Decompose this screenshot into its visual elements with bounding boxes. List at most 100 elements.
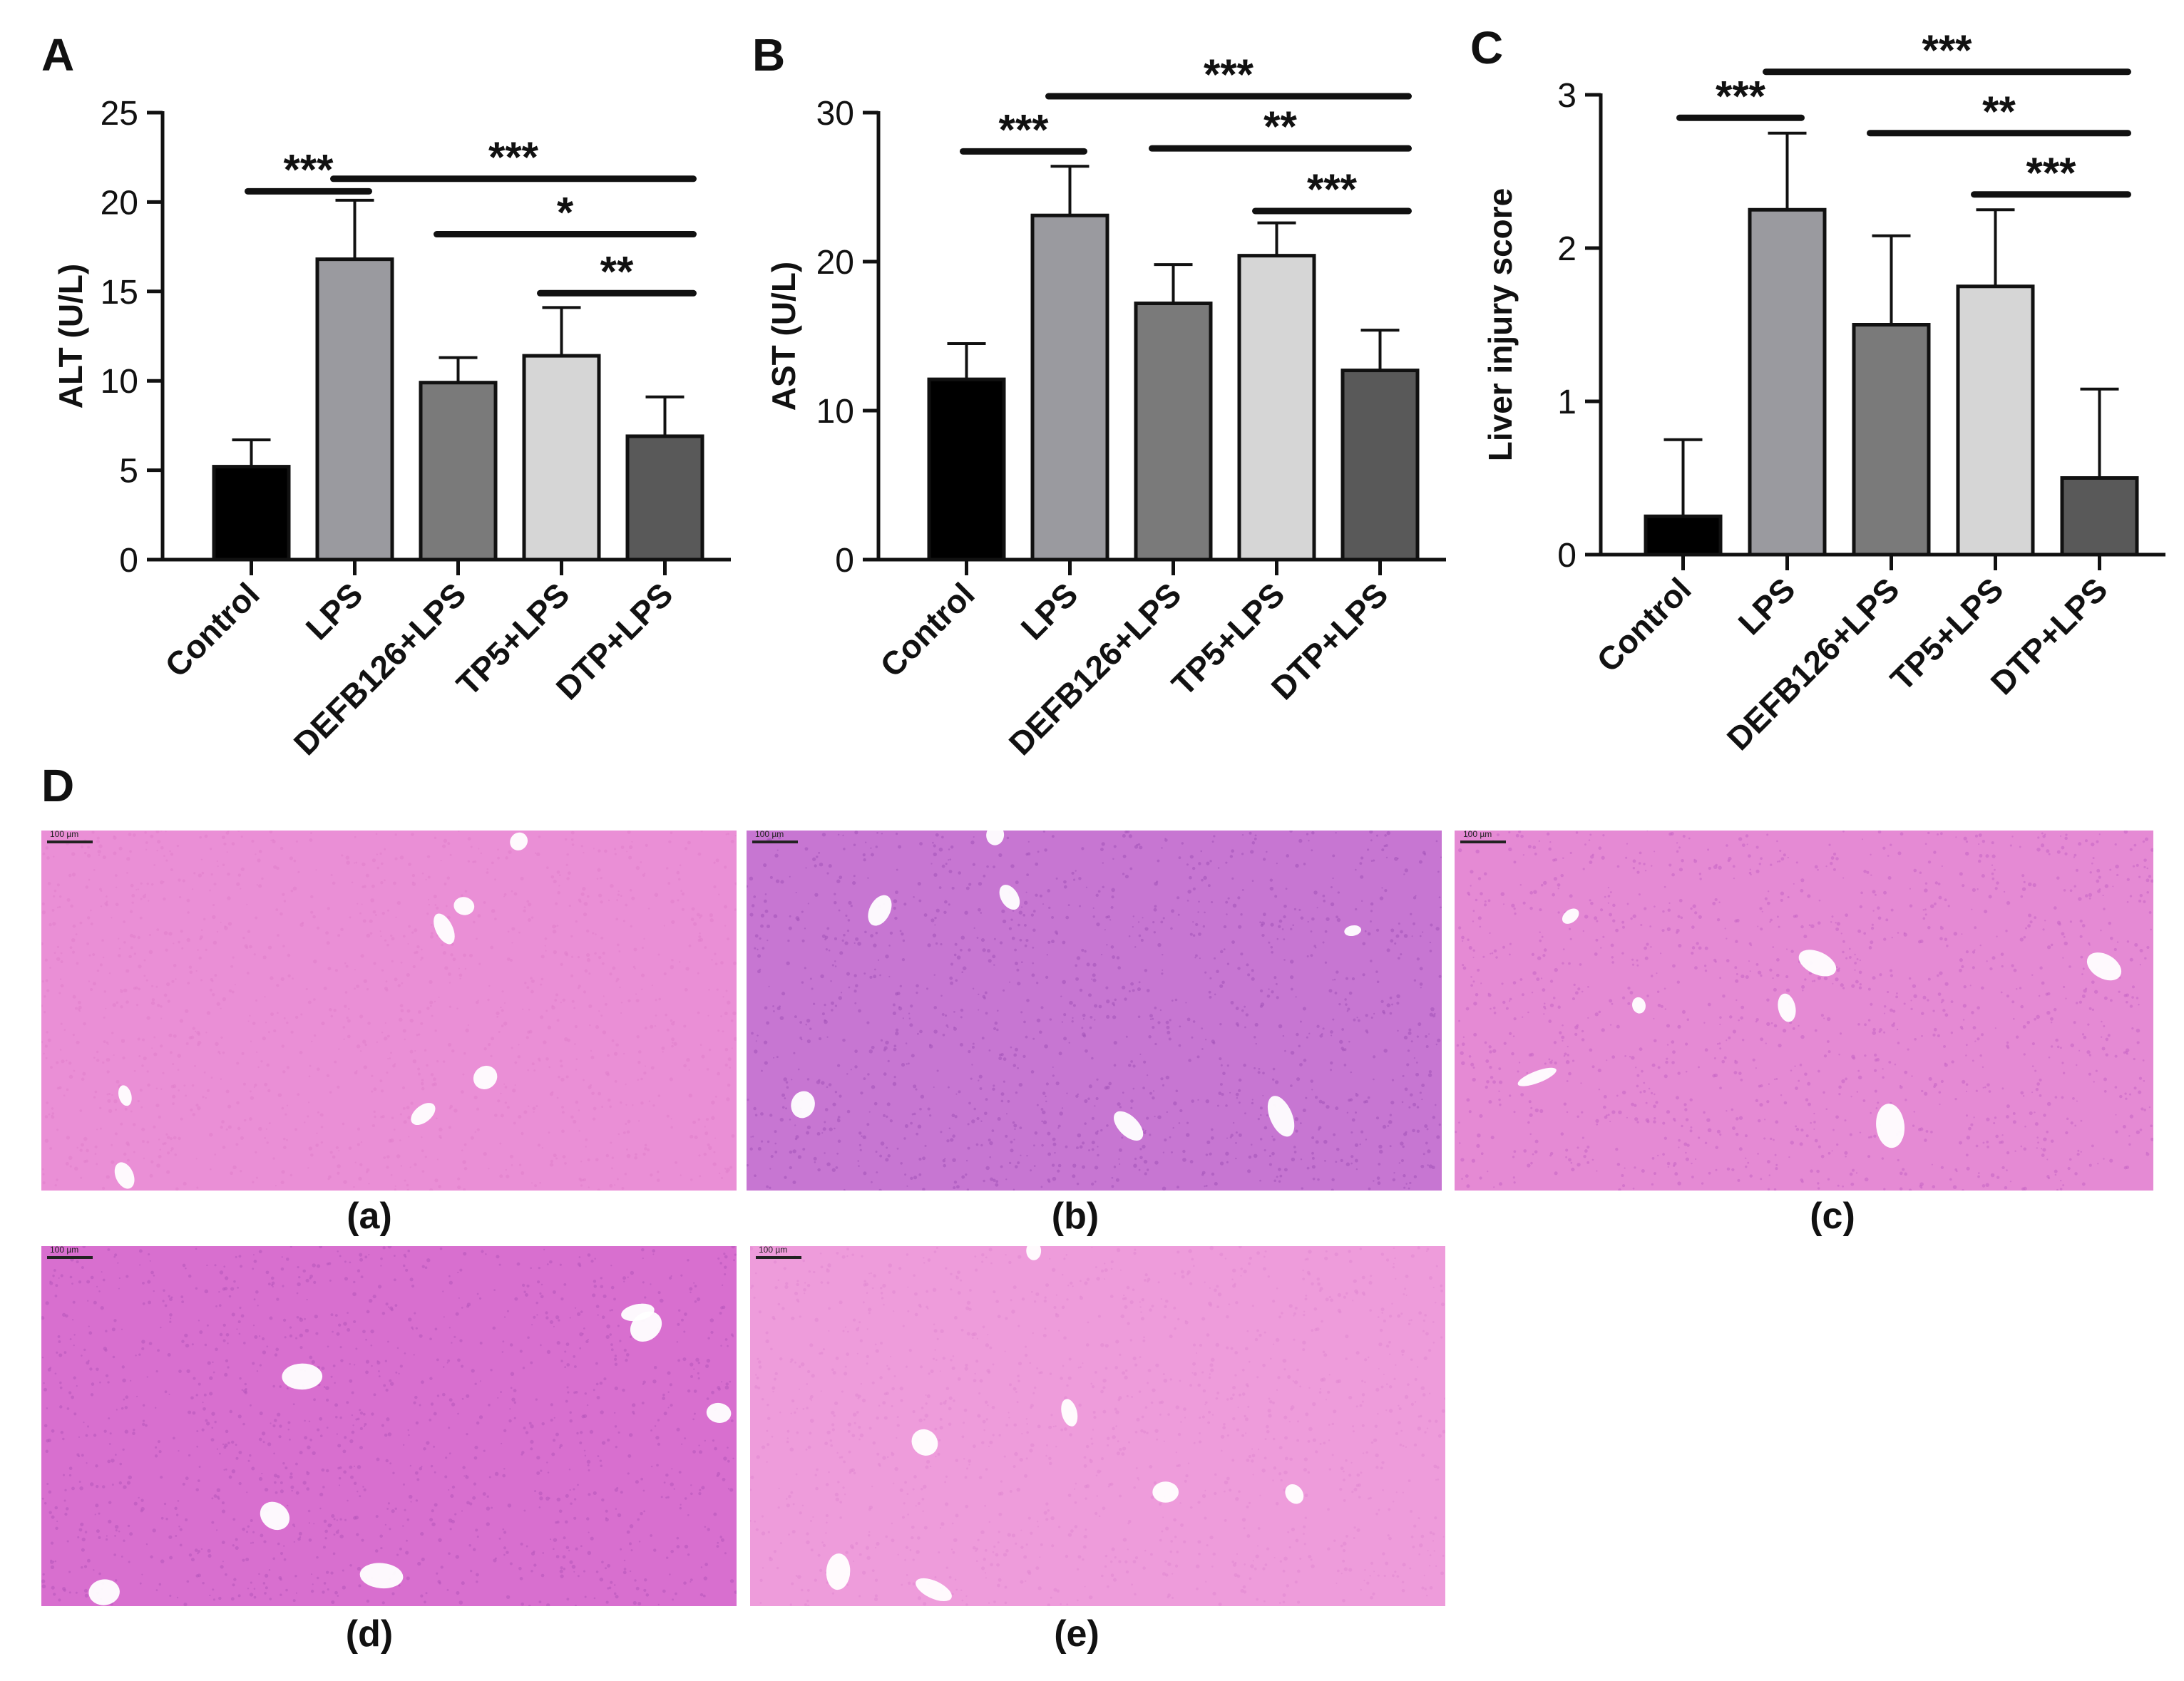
nucleus-dot <box>864 930 867 934</box>
nucleus-dot <box>420 959 422 961</box>
nucleus-dot <box>871 1181 873 1183</box>
nucleus-dot <box>1924 843 1927 845</box>
nucleus-dot <box>1283 904 1287 908</box>
nucleus-dot <box>1748 960 1750 962</box>
nucleus-dot <box>1656 972 1658 975</box>
nucleus-dot <box>1272 1067 1276 1071</box>
nucleus-dot <box>635 865 640 870</box>
nucleus-dot <box>420 1380 424 1384</box>
nucleus-dot <box>229 1409 233 1414</box>
nucleus-dot <box>570 831 575 835</box>
nucleus-dot <box>1745 975 1749 980</box>
nucleus-dot <box>1229 855 1234 858</box>
nucleus-dot <box>1626 1116 1628 1119</box>
nucleus-dot <box>696 913 700 917</box>
nucleus-dot <box>1934 881 1938 885</box>
nucleus-dot <box>683 1064 687 1068</box>
nucleus-dot <box>971 1046 975 1049</box>
nucleus-dot <box>1040 1108 1044 1111</box>
nucleus-dot <box>935 833 939 837</box>
nucleus-dot <box>829 1127 833 1131</box>
nucleus-dot <box>151 998 155 1002</box>
nucleus-dot <box>310 832 312 834</box>
nucleus-dot <box>566 1598 570 1601</box>
nucleus-dot <box>2133 843 2137 847</box>
nucleus-dot <box>528 1008 530 1011</box>
nucleus-dot <box>132 1431 135 1436</box>
nucleus-dot <box>946 1139 950 1143</box>
nucleus-dot <box>578 985 581 988</box>
nucleus-dot <box>1959 958 1963 962</box>
nucleus-dot <box>583 1079 585 1081</box>
nucleus-dot <box>1568 962 1571 965</box>
nucleus-dot <box>411 1326 414 1329</box>
nucleus-dot <box>241 1052 245 1055</box>
nucleus-dot <box>1767 890 1770 893</box>
nucleus-dot <box>395 916 397 918</box>
nucleus-dot <box>85 1434 88 1437</box>
nucleus-dot <box>2096 868 2101 873</box>
nucleus-dot <box>1855 1172 1858 1174</box>
nucleus-dot <box>213 1494 217 1498</box>
nucleus-dot <box>545 1496 550 1501</box>
nucleus-dot <box>290 889 294 893</box>
nucleus-dot <box>971 1064 973 1066</box>
nucleus-dot <box>2084 839 2088 843</box>
nucleus-dot <box>1639 1091 1642 1094</box>
nucleus-dot <box>615 1043 619 1047</box>
nucleus-dot <box>966 1188 970 1191</box>
nucleus-dot <box>574 1307 577 1309</box>
nucleus-dot <box>724 1012 728 1016</box>
nucleus-dot <box>1549 841 1552 843</box>
nucleus-dot <box>698 935 702 938</box>
nucleus-dot <box>936 1069 939 1072</box>
nucleus-dot <box>198 873 202 878</box>
nucleus-dot <box>967 1123 970 1126</box>
nucleus-dot <box>855 937 859 941</box>
nucleus-dot <box>166 1136 170 1139</box>
nucleus-dot <box>1959 969 1962 972</box>
nucleus-dot <box>769 1168 771 1170</box>
nucleus-dot <box>191 888 194 890</box>
nucleus-dot <box>730 1019 734 1022</box>
nucleus-dot <box>609 1183 613 1188</box>
nucleus-dot <box>220 1565 224 1569</box>
nucleus-dot <box>1981 986 1984 990</box>
nucleus-dot <box>2046 1010 2051 1015</box>
nucleus-dot <box>180 1295 184 1298</box>
nucleus-dot <box>1844 1151 1848 1155</box>
nucleus-dot <box>1514 912 1517 915</box>
nucleus-dot <box>680 1174 682 1176</box>
nucleus-dot <box>1580 1082 1582 1084</box>
significance-label: *** <box>1307 165 1358 213</box>
nucleus-dot <box>1276 996 1279 999</box>
nucleus-dot <box>2088 942 2091 945</box>
nucleus-dot <box>2112 885 2114 888</box>
nucleus-dot <box>727 1446 729 1449</box>
nucleus-dot <box>1022 1054 1026 1059</box>
nucleus-dot <box>720 1015 722 1017</box>
nucleus-dot <box>1138 1168 1141 1171</box>
nucleus-dot <box>635 993 637 995</box>
nucleus-dot <box>526 900 530 903</box>
nucleus-dot <box>1036 1104 1039 1106</box>
nucleus-dot <box>64 1489 67 1491</box>
nucleus-dot <box>107 1099 111 1103</box>
nucleus-dot <box>199 836 202 839</box>
nucleus-dot <box>1681 1124 1683 1128</box>
nucleus-dot <box>96 1050 99 1054</box>
nucleus-dot <box>73 1069 76 1072</box>
nucleus-dot <box>220 921 222 923</box>
nucleus-dot <box>2013 968 2017 972</box>
nucleus-dot <box>1835 857 1839 860</box>
nucleus-dot <box>588 1186 590 1188</box>
nucleus-dot <box>1842 877 1845 879</box>
nucleus-dot <box>304 1419 306 1422</box>
nucleus-dot <box>1408 1031 1412 1035</box>
nucleus-dot <box>1335 970 1339 974</box>
nucleus-dot <box>1722 994 1726 998</box>
nucleus-dot <box>1166 1025 1170 1029</box>
nucleus-dot <box>1065 1145 1068 1148</box>
nucleus-dot <box>724 925 727 927</box>
nucleus-dot <box>170 1147 174 1151</box>
